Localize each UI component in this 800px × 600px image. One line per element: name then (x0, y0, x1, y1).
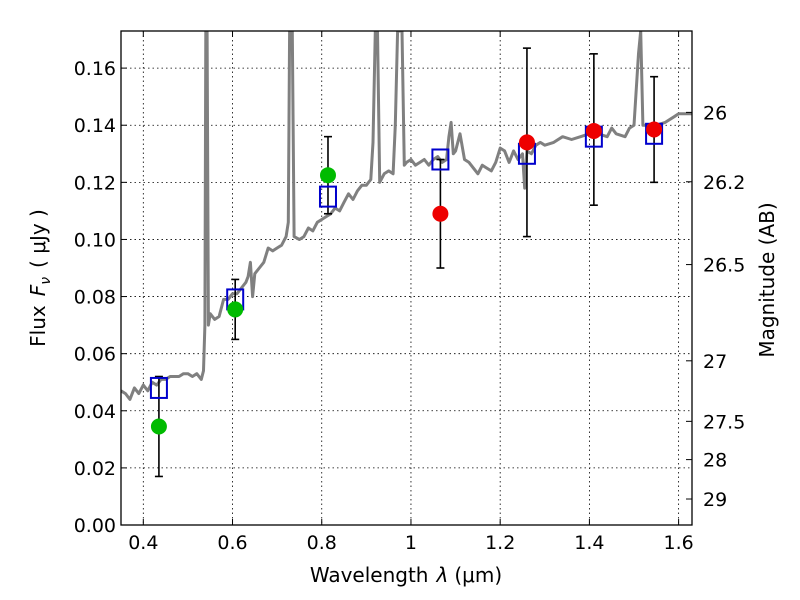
observed-flux-points (150, 121, 663, 435)
x-tick-label: 1.4 (574, 532, 604, 554)
model-flux-square (431, 148, 450, 171)
observed-flux-point (518, 134, 535, 151)
observed-flux-point (227, 301, 244, 318)
template-spectrum-line (121, 31, 692, 401)
plot-area (121, 31, 692, 478)
x-tick-label: 1 (405, 532, 417, 554)
x-tick-label: 1.6 (664, 532, 694, 554)
right-tick-label: 28 (703, 450, 727, 472)
model-flux-square (318, 185, 337, 208)
observed-flux-point (319, 167, 336, 184)
observed-flux-point (432, 205, 449, 222)
observed-flux-point (150, 418, 167, 435)
x-axis-symbol: λ (436, 563, 449, 587)
x-axis-unit: (μm) (454, 563, 502, 587)
right-tick-label: 26.2 (703, 172, 745, 194)
y-tick-label: 0.08 (74, 287, 116, 309)
right-axis-ticks: 26 26.2 26.5 27 27.5 28 29 (686, 102, 745, 511)
y-tick-label: 0.12 (74, 172, 116, 194)
right-tick-label: 29 (703, 489, 727, 511)
y-tick-label: 0.14 (74, 115, 116, 137)
y-axis-ticks: 0.00 0.02 0.04 0.06 0.08 0.10 0.12 0.14 0.16 (74, 58, 127, 537)
model-flux-square (149, 376, 168, 399)
plot-background (121, 31, 692, 525)
right-tick-label: 26 (703, 102, 727, 124)
y-tick-label: 0.06 (74, 344, 116, 366)
x-tick-label: 0.4 (128, 532, 158, 554)
x-axis-title: Wavelength λ (μm) (310, 563, 502, 587)
y-tick-label: 0.04 (74, 401, 116, 423)
observed-flux-point (646, 121, 663, 138)
x-tick-label: 0.6 (217, 532, 247, 554)
y-axis-label: Flux (26, 305, 50, 347)
x-tick-label: 0.8 (307, 532, 337, 554)
y-tick-label: 0.16 (74, 58, 116, 80)
y-axis-symbol: F (26, 284, 50, 296)
y-axis-title: Flux Fν ( μJy ) (26, 209, 54, 347)
y-tick-label: 0.00 (74, 515, 116, 537)
x-tick-label: 1.2 (485, 532, 515, 554)
y-axis-subscript: ν (38, 277, 54, 285)
right-tick-label: 27.5 (703, 411, 745, 433)
right-axis-title: Magnitude (AB) (755, 202, 779, 357)
x-axis-label: Wavelength (310, 563, 429, 587)
y-tick-label: 0.10 (74, 229, 116, 251)
plot-frame (120, 30, 693, 526)
y-axis-unit: ( μJy ) (26, 209, 50, 268)
right-tick-label: 27 (703, 351, 727, 373)
y-tick-label: 0.02 (74, 458, 116, 480)
observed-flux-point (585, 122, 602, 139)
x-axis-ticks: 0.4 0.6 0.8 1 1.2 1.4 1.6 (128, 31, 694, 554)
right-tick-label: 26.5 (703, 255, 745, 277)
